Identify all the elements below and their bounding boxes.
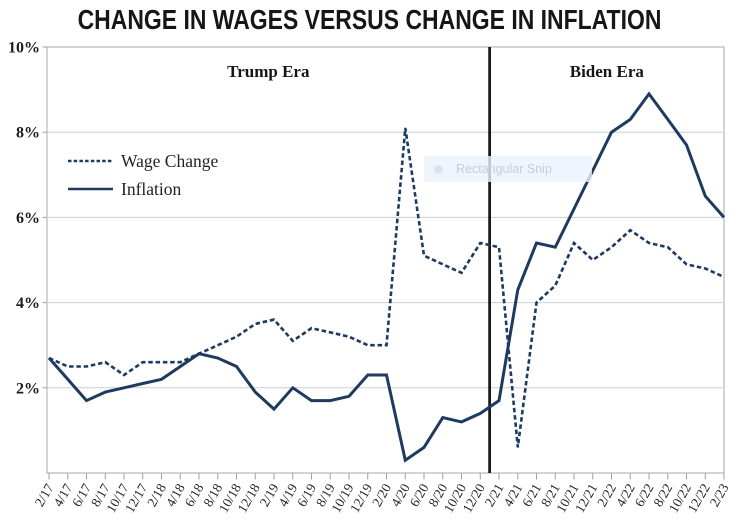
snipping-tool-artifact: Rectangular Snip: [424, 156, 592, 182]
legend-label: Wage Change: [121, 151, 218, 171]
x-tick-label: 2/17: [32, 481, 57, 510]
x-tick-label: 6/21: [519, 481, 544, 509]
y-tick-label: 4%: [16, 295, 40, 312]
x-tick-label: 6/22: [632, 481, 657, 509]
x-tick-label: 4/20: [388, 481, 413, 510]
x-tick-label: 4/18: [163, 481, 188, 510]
biden-era-label: Biden Era: [570, 62, 645, 81]
x-tick-label: 2/22: [594, 481, 619, 509]
chart-title: CHANGE IN WAGES VERSUS CHANGE IN INFLATI…: [77, 4, 662, 35]
x-tick-label: 6/17: [69, 481, 94, 510]
y-tick-label: 10%: [8, 40, 40, 57]
x-tick-label: 6/20: [407, 481, 432, 510]
y-tick-label: 2%: [16, 380, 40, 397]
x-tick-label: 2/20: [369, 481, 394, 510]
trump-era-label: Trump Era: [227, 62, 310, 81]
x-tick-label: 6/18: [182, 481, 207, 510]
x-tick-label: 2/23: [707, 481, 732, 510]
snip-dot-icon: [434, 164, 443, 174]
x-tick-label: 4/22: [613, 481, 638, 509]
x-tick-label: 4/21: [500, 481, 525, 509]
x-tick-label: 2/18: [144, 481, 169, 510]
plot-frame: [46, 46, 725, 474]
y-tick-label: 6%: [16, 210, 40, 227]
x-tick-label: 2/21: [482, 481, 507, 509]
x-tick-label: 2/19: [257, 481, 282, 510]
x-tick-label: 4/19: [275, 481, 300, 510]
x-tick-label: 6/19: [294, 481, 319, 510]
snip-artifact-label: Rectangular Snip: [456, 162, 552, 176]
series-line-wage-change: [48, 127, 725, 448]
series-line-inflation: [47, 91, 726, 463]
x-tick-label: 4/17: [50, 481, 75, 510]
y-tick-label: 8%: [16, 125, 40, 142]
legend-label: Inflation: [121, 179, 182, 199]
